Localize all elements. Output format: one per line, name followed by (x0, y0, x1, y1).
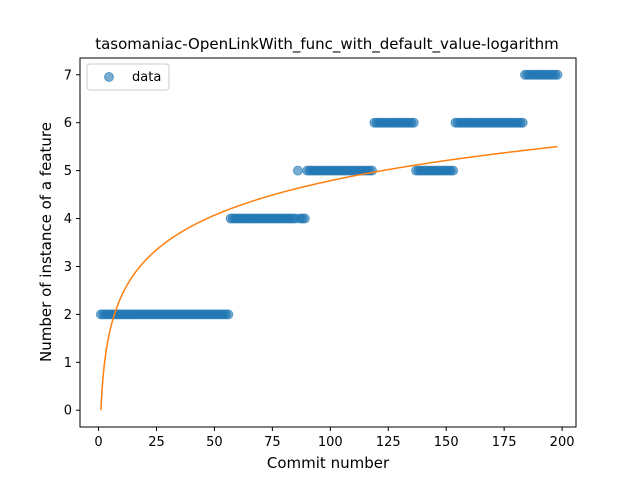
x-axis-label: Commit number (267, 454, 390, 472)
y-tick-label: 3 (64, 260, 72, 275)
y-tick-label: 0 (64, 404, 72, 419)
x-tick-label: 25 (148, 435, 165, 450)
x-tick-label: 125 (376, 435, 401, 450)
x-tick-label: 175 (492, 435, 517, 450)
y-tick-label: 6 (64, 116, 72, 131)
data-point (448, 165, 459, 176)
y-tick-label: 5 (64, 164, 72, 179)
legend: data (86, 63, 170, 91)
fit-line (100, 145, 558, 411)
plot-area (95, 69, 563, 411)
y-tick-label: 1 (64, 356, 72, 371)
y-axis-label: Number of instance of a feature (37, 122, 55, 362)
y-tick-label: 2 (64, 308, 72, 323)
y-axis: 0 1 2 3 4 5 6 7 (64, 68, 80, 419)
data-point (552, 69, 563, 80)
data-point (408, 117, 419, 128)
data-point (223, 309, 234, 320)
data-point (299, 213, 310, 224)
data-point (517, 117, 528, 128)
x-tick-label: 0 (94, 435, 102, 450)
y-tick-label: 4 (64, 212, 72, 227)
y-tick-label: 7 (64, 68, 72, 83)
x-tick-label: 200 (550, 435, 575, 450)
legend-marker-data (104, 72, 114, 82)
x-axis: 0 25 50 75 100 125 150 175 200 (94, 427, 575, 450)
legend-frame (86, 63, 170, 91)
x-tick-label: 150 (434, 435, 459, 450)
chart-title: tasomaniac-OpenLinkWith_func_with_defaul… (95, 35, 559, 54)
legend-label-data: data (132, 70, 161, 85)
data-points (95, 69, 563, 320)
axes-frame (79, 57, 577, 428)
data-point (292, 165, 303, 176)
x-tick-label: 100 (318, 435, 343, 450)
x-tick-label: 75 (264, 435, 281, 450)
x-tick-label: 50 (206, 435, 223, 450)
